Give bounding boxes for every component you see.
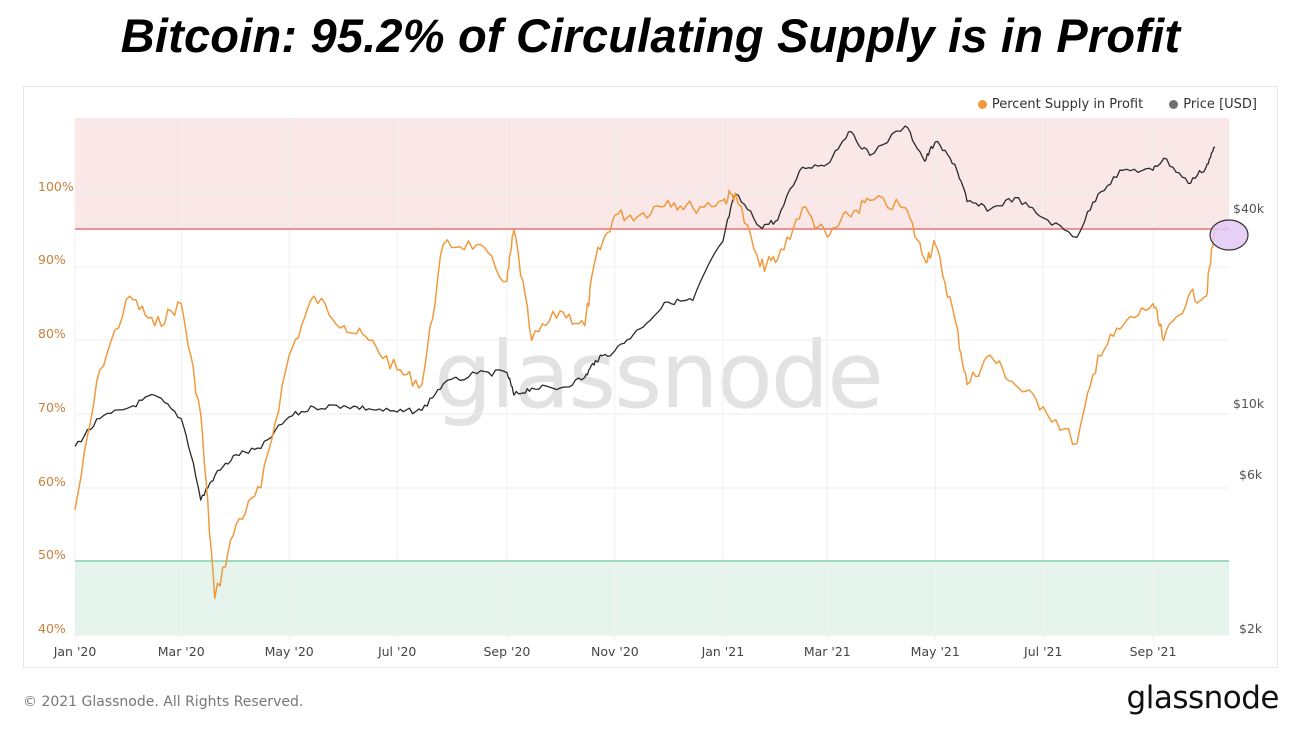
- legend-label-price: Price [USD]: [1183, 97, 1257, 112]
- y-tick-right: $6k: [1239, 467, 1263, 482]
- x-tick-label: May '20: [264, 644, 314, 659]
- price-line: [74, 125, 1216, 501]
- x-tick-label: Mar '21: [803, 644, 851, 659]
- legend-label-supply: Percent Supply in Profit: [991, 97, 1144, 112]
- x-tick-label: Jul '21: [1024, 644, 1063, 659]
- x-tick-label: May '21: [910, 644, 960, 659]
- chart-legend: Percent Supply in Profit Price [USD]: [977, 97, 1257, 112]
- y-tick-right: $2k: [1239, 621, 1263, 636]
- highlight-circle: [1209, 219, 1249, 251]
- y-tick-left: 100%: [38, 179, 74, 194]
- legend-item-supply[interactable]: Percent Supply in Profit: [977, 97, 1144, 112]
- x-tick-label: Jul '20: [377, 644, 417, 659]
- gridlines: [75, 192, 1229, 636]
- orange-dot-icon: [977, 100, 987, 109]
- y-tick-left: 70%: [38, 400, 66, 415]
- gray-dot-icon: [1169, 100, 1179, 109]
- legend-item-price[interactable]: Price [USD]: [1169, 97, 1257, 112]
- y-tick-left: 60%: [38, 474, 66, 489]
- lower-band: [75, 561, 1229, 635]
- y-tick-right: $40k: [1233, 201, 1265, 216]
- chart-title: Bitcoin: 95.2% of Circulating Supply is …: [120, 9, 1181, 62]
- y-tick-left: 80%: [38, 326, 66, 341]
- y-tick-left: 50%: [38, 547, 66, 562]
- x-tick-label: Mar '20: [157, 644, 205, 659]
- x-tick-label: Nov '20: [591, 644, 639, 659]
- copyright-text: © 2021 Glassnode. All Rights Reserved.: [23, 694, 304, 710]
- x-tick-label: Jan '20: [53, 644, 97, 659]
- x-tick-label: Jan '21: [701, 644, 745, 659]
- glassnode-logo: glassnode: [1126, 680, 1280, 716]
- supply-line: [74, 189, 1216, 600]
- y-tick-left: 40%: [38, 621, 66, 636]
- y-tick-right: $10k: [1233, 396, 1265, 411]
- x-tick-label: Sep '21: [1129, 644, 1177, 659]
- x-tick-label: Sep '20: [483, 644, 531, 659]
- y-tick-left: 90%: [38, 252, 66, 267]
- x-gridlines: [74, 118, 1154, 640]
